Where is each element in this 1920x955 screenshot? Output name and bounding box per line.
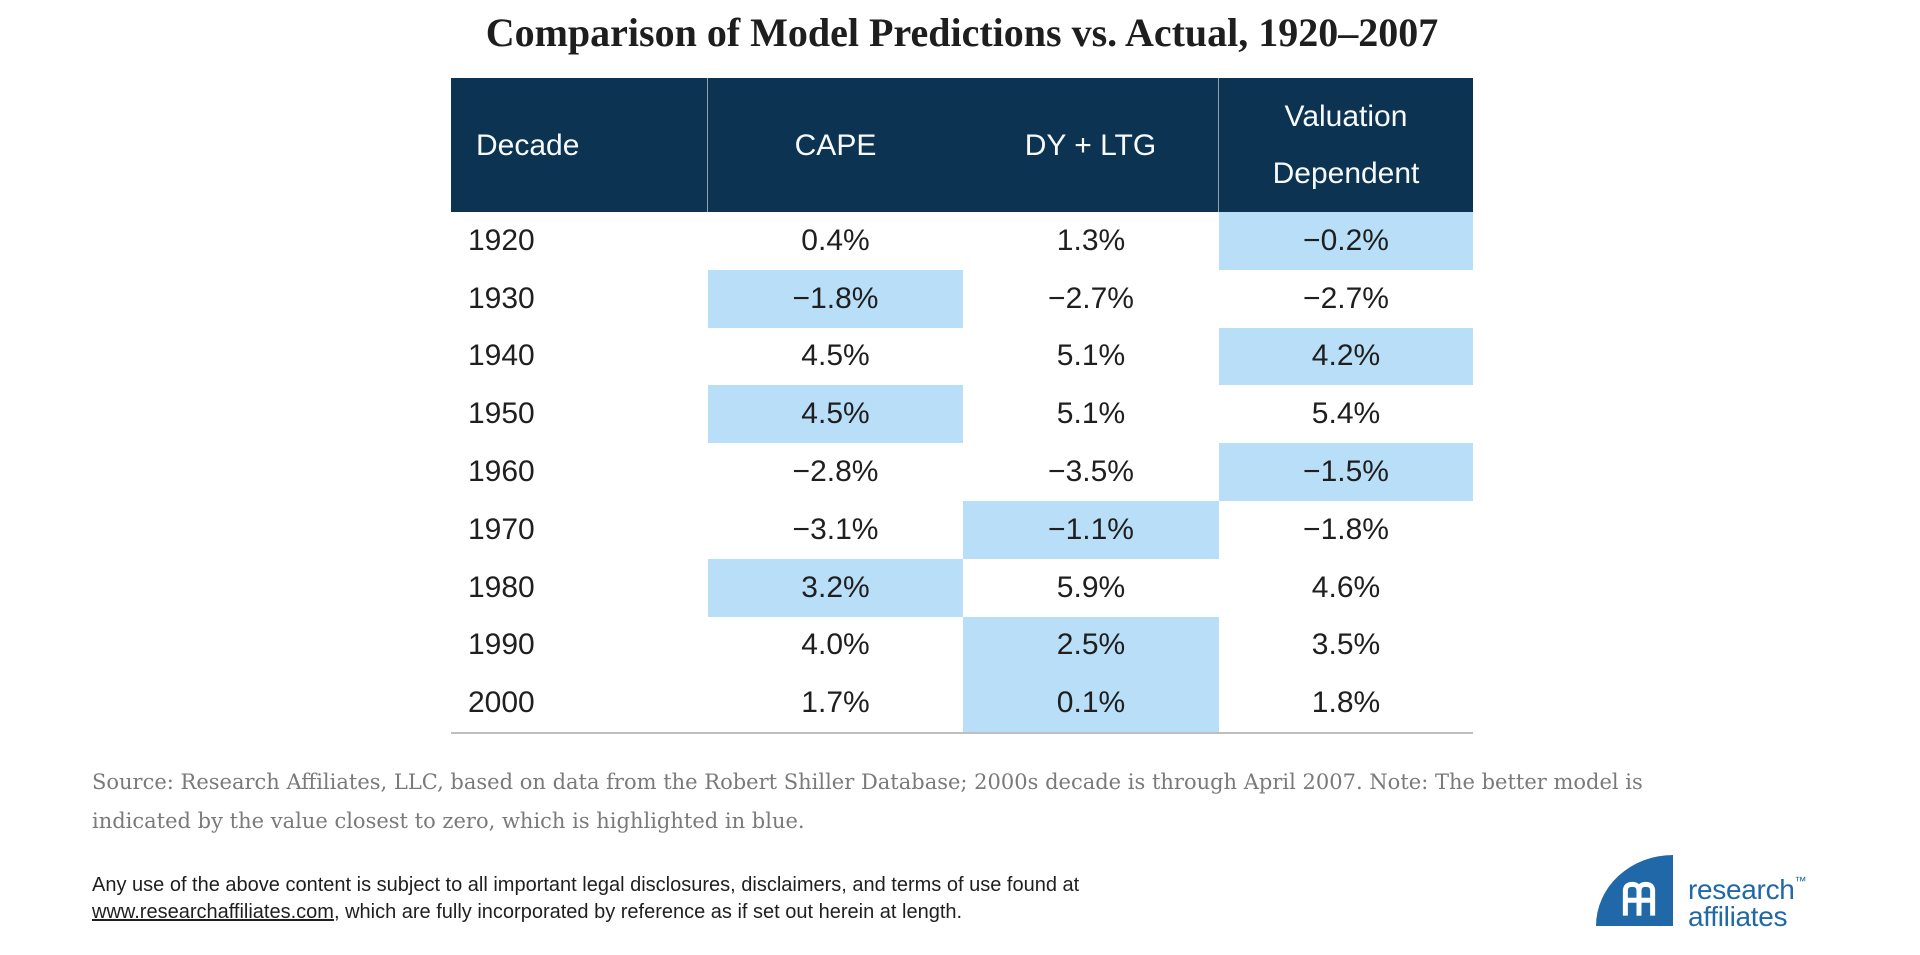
dy-ltg-cell: −3.5% [1048, 455, 1134, 489]
column-header-decade: Decade [451, 78, 708, 212]
valuation-dependent-cell: 3.5% [1311, 628, 1381, 662]
valuation-dependent-cell: −2.7% [1303, 281, 1389, 315]
dy-ltg-cell: −1.1% [963, 500, 1219, 559]
valuation-dependent-cell: 4.6% [1311, 570, 1381, 604]
valuation-dependent-cell: −0.2% [1219, 212, 1473, 270]
table-row: 1990 4.0% 2.5% 3.5% [451, 616, 1473, 675]
legal-text-after-link: , which are fully incorporated by refere… [333, 901, 963, 923]
decade-cell: 1960 [468, 455, 535, 489]
cape-cell: 1.7% [801, 686, 870, 720]
table-row: 1970 −3.1% −1.1% −1.8% [451, 500, 1473, 559]
cape-cell: 0.4% [801, 223, 870, 257]
column-header-cape: CAPE [794, 128, 877, 162]
decade-cell: 1950 [468, 397, 535, 431]
dy-ltg-cell: 5.1% [1056, 397, 1126, 431]
valuation-dependent-cell: −1.5% [1219, 443, 1473, 501]
valuation-dependent-cell: −1.8% [1303, 512, 1389, 546]
table-row: 1930 −1.8% −2.7% −2.7% [451, 269, 1473, 328]
valuation-dependent-cell: 5.4% [1311, 397, 1381, 431]
logo-word-research: research [1688, 874, 1795, 905]
table-row: 1950 4.5% 5.1% 5.4% [451, 385, 1473, 444]
valuation-dependent-cell: 4.2% [1219, 327, 1473, 386]
trademark-symbol: ™ [1794, 874, 1807, 888]
table-row: 1960 −2.8% −3.5% −1.5% [451, 443, 1473, 501]
valuation-dependent-cell: 1.8% [1311, 686, 1381, 720]
logo-wordmark: research™ affiliates [1688, 868, 1807, 932]
column-header-valuation-dependent: Valuation Dependent [1272, 100, 1420, 190]
cape-cell: −3.1% [792, 512, 879, 546]
table-row: 1940 4.5% 5.1% 4.2% [451, 327, 1473, 386]
decade-cell: 1990 [468, 628, 535, 662]
cape-cell: 3.2% [708, 558, 963, 617]
source-note: Source: Research Affiliates, LLC, based … [92, 770, 1643, 833]
dy-ltg-cell: 1.3% [1056, 223, 1126, 257]
ra-monogram-icon [1622, 881, 1656, 916]
comparison-table: Decade CAPE DY + LTG Valuation Dependent… [451, 78, 1473, 735]
legal-text-before-link: Any use of the above content is subject … [92, 874, 1080, 896]
decade-cell: 2000 [468, 686, 535, 720]
table-row: 2000 1.7% 0.1% 1.8% [451, 674, 1473, 733]
table-header-row: Decade CAPE DY + LTG Valuation Dependent [451, 78, 1473, 212]
figure-title: Comparison of Model Predictions vs. Actu… [485, 10, 1439, 55]
dy-ltg-cell: 5.1% [1056, 339, 1126, 373]
column-header-dy-ltg: DY + LTG [963, 78, 1219, 212]
dy-ltg-cell: 5.9% [1056, 570, 1126, 604]
research-affiliates-link[interactable]: www.researchaffiliates.com [92, 901, 334, 923]
table-row: 1920 0.4% 1.3% −0.2% [451, 212, 1473, 270]
table-body: 1920 0.4% 1.3% −0.2% 1930 −1.8% −2.7% −2.7% 1940… [451, 212, 1473, 735]
dy-ltg-cell: 0.1% [963, 674, 1219, 733]
dy-ltg-cell: 2.5% [963, 616, 1219, 675]
decade-cell: 1930 [468, 281, 535, 315]
cape-cell: −1.8% [708, 269, 963, 328]
decade-cell: 1920 [468, 223, 535, 257]
legal-disclaimer: Any use of the above content is subject … [92, 872, 1392, 926]
cape-cell: −2.8% [792, 455, 879, 489]
decade-cell: 1980 [468, 570, 535, 604]
logo-word-affiliates: affiliates [1688, 901, 1788, 932]
ra-logo-mark [1596, 855, 1673, 926]
decade-cell: 1970 [468, 512, 535, 546]
dy-ltg-cell: −2.7% [1048, 281, 1134, 315]
cape-cell: 4.0% [801, 628, 870, 662]
table-row: 1980 3.2% 5.9% 4.6% [451, 558, 1473, 617]
decade-cell: 1940 [468, 339, 535, 373]
cape-cell: 4.5% [801, 339, 870, 373]
cape-cell: 4.5% [708, 385, 963, 444]
research-affiliates-logo: research™ affiliates [1596, 855, 1826, 932]
